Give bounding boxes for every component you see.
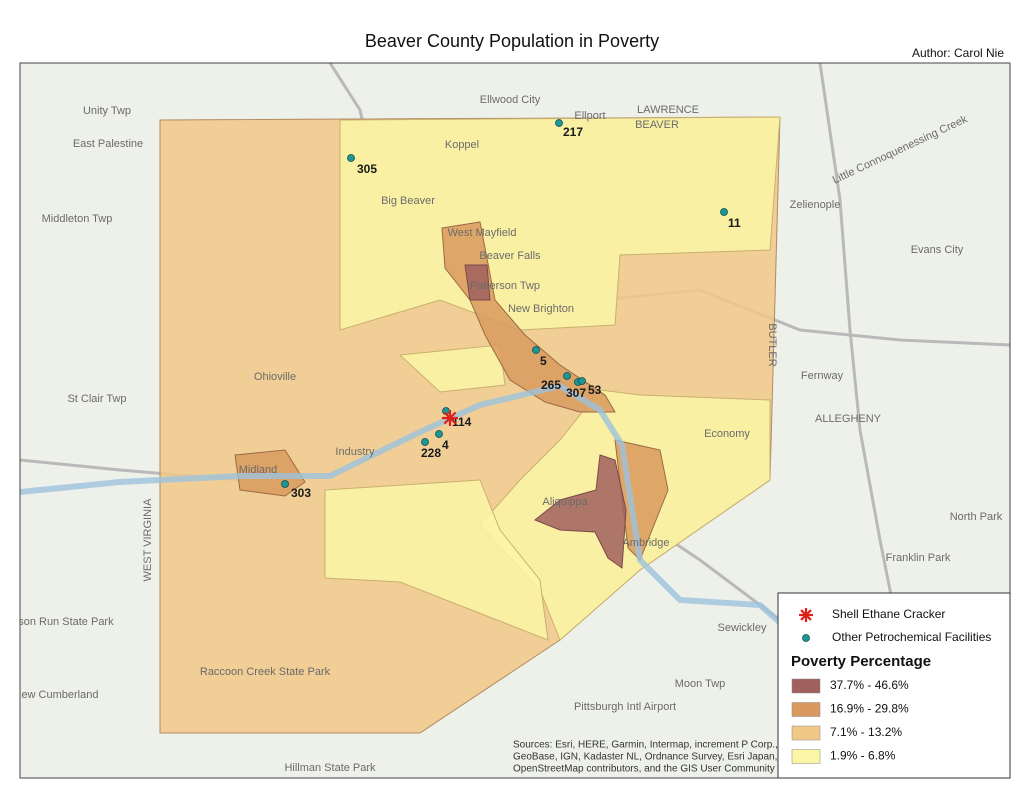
legend-label: 7.1% - 13.2% <box>830 725 902 739</box>
place-label: Ohioville <box>254 371 296 383</box>
facility-label: 4 <box>442 438 449 452</box>
region <box>324 479 549 641</box>
facility-label: 53 <box>588 383 602 397</box>
place-label: Aliquippa <box>542 496 588 508</box>
place-label: Patterson Twp <box>470 280 540 292</box>
legend-label: Shell Ethane Cracker <box>832 607 945 621</box>
facility-label: 228 <box>421 446 441 460</box>
legend-label: 1.9% - 6.8% <box>830 749 896 763</box>
place-label: North Park <box>950 511 1003 523</box>
facility-point <box>532 346 540 354</box>
place-label: Economy <box>704 428 750 440</box>
author: Author: Carol Nie <box>912 46 1004 60</box>
map-title: Beaver County Population in Poverty <box>365 31 659 51</box>
place-label: West Mayfield <box>448 227 517 239</box>
place-label: Zelienople <box>790 199 841 211</box>
facility-point <box>555 119 563 127</box>
region <box>534 454 627 569</box>
sources: Sources: Esri, HERE, Garmin, Intermap, i… <box>513 740 778 775</box>
place-label: Moon Twp <box>675 678 726 690</box>
place-label: East Palestine <box>73 138 143 150</box>
county <box>159 116 781 734</box>
region <box>464 264 491 301</box>
legend-title: Poverty Percentage <box>791 653 931 670</box>
place-label: Pittsburgh Intl Airport <box>574 701 676 713</box>
place-label: Industry <box>335 446 375 458</box>
place-label: New Brighton <box>508 303 574 315</box>
frame-border <box>19 62 1011 779</box>
place-label: Raccoon Creek State Park <box>200 666 331 678</box>
legend-swatch <box>791 678 821 694</box>
legend-swatch <box>791 702 821 717</box>
place-label: BEAVER <box>635 119 679 131</box>
legend: Shell Ethane Cracker Other Petrochemical … <box>777 592 1011 779</box>
map-frame: Unity Twp East Palestine Ellwood City Ellpo… <box>0 63 1010 778</box>
place-label: BUTLER <box>766 323 778 366</box>
place-label: Midland <box>239 464 278 476</box>
place-label: Evans City <box>911 244 964 256</box>
place-label: Koppel <box>445 139 479 151</box>
facility-label: 307 <box>566 386 586 400</box>
facility-label: 265 <box>541 378 561 392</box>
source-line: OpenStreetMap contributors, and the GIS … <box>513 764 775 775</box>
place-label: Tomlinson Run State Park <box>0 616 114 628</box>
place-label: Ambridge <box>622 537 669 549</box>
facility-label: 217 <box>563 125 583 139</box>
place-label: New Cumberland <box>14 689 99 701</box>
legend-label: 37.7% - 46.6% <box>830 678 909 692</box>
place-label: Ellport <box>574 110 605 122</box>
source-line: GeoBase, IGN, Kadaster NL, Ordnance Surv… <box>513 752 777 763</box>
cracker-symbol <box>799 608 813 622</box>
region <box>398 344 506 393</box>
cracker-symbol <box>442 410 458 426</box>
region <box>339 116 781 331</box>
facility-label: 11 <box>728 216 741 230</box>
place-label: Hillman State Park <box>284 762 376 774</box>
place-label: ALLEGHENY <box>815 413 882 425</box>
facility-label: 5 <box>540 354 547 368</box>
facility-label: 303 <box>291 486 311 500</box>
legend-dot <box>802 634 810 642</box>
star-stroke <box>443 411 457 425</box>
facility-point <box>720 208 728 216</box>
place-label: Beaver Falls <box>479 250 541 262</box>
place-label: St Clair Twp <box>67 393 126 405</box>
facility-point <box>435 430 443 438</box>
star-stroke <box>800 609 812 621</box>
facility-point <box>421 438 429 446</box>
source-line: Sources: Esri, HERE, Garmin, Intermap, i… <box>513 740 778 751</box>
legend-label: Other Petrochemical Facilities <box>832 630 991 644</box>
place-label: LAWRENCE <box>637 104 699 116</box>
place-label: Big Beaver <box>381 195 435 207</box>
legend-swatch <box>791 749 821 764</box>
facility-point <box>563 372 571 380</box>
place-label: Middleton Twp <box>42 213 113 225</box>
facility-point <box>347 154 355 162</box>
facility-label: 305 <box>357 162 377 176</box>
place-label: Fernway <box>801 370 844 382</box>
place-label: Sewickley <box>718 622 767 634</box>
place-label: WEST VIRGINIA <box>142 498 154 582</box>
place-label: Unity Twp <box>83 105 131 117</box>
place-label: Franklin Park <box>886 552 951 564</box>
place-label: Ellwood City <box>480 94 541 106</box>
legend-label: 16.9% - 29.8% <box>830 702 909 716</box>
legend-swatch <box>791 725 821 741</box>
ohio-river <box>20 382 802 643</box>
facility-point <box>281 480 289 488</box>
facility-point <box>578 377 586 385</box>
